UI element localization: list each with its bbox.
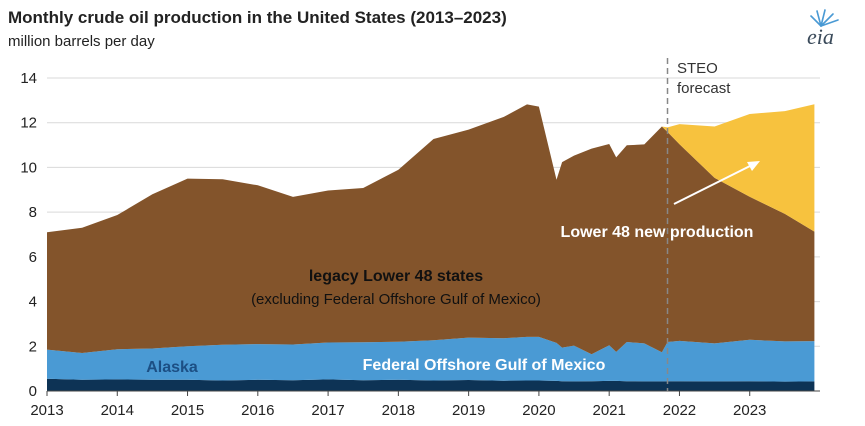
y-tick-label-0: 0 [29, 383, 37, 400]
x-tick-label-2015: 2015 [171, 402, 204, 419]
y-tick-label-12: 12 [20, 115, 37, 132]
x-tick-label-2021: 2021 [592, 402, 625, 419]
x-tick-label-2018: 2018 [382, 402, 415, 419]
x-tick-label-2017: 2017 [311, 402, 344, 419]
y-axis-unit-label: million barrels per day [8, 33, 155, 50]
chart-title: Monthly crude oil production in the Unit… [8, 8, 507, 27]
y-tick-label-14: 14 [20, 70, 37, 87]
annotation-gulf: Federal Offshore Gulf of Mexico [363, 357, 606, 374]
x-tick-label-2019: 2019 [452, 402, 485, 419]
eia-logo: eia [801, 6, 849, 49]
area-legacy-lower-48-states [47, 104, 815, 355]
stacked-areas [47, 104, 815, 391]
new-production-arrow-head [747, 161, 760, 171]
tick-labels: 0 2 4 6 8 10 12 14 2013 2014 2015 2016 2017 2018 2019 2… [20, 70, 766, 419]
annotation-legacy: legacy Lower 48 states [309, 268, 483, 285]
annotation-forecast: forecast [677, 80, 731, 97]
y-tick-label-4: 4 [29, 294, 37, 311]
x-tick-label-2016: 2016 [241, 402, 274, 419]
x-tick-label-2014: 2014 [101, 402, 134, 419]
x-tick-label-2023: 2023 [733, 402, 766, 419]
y-tick-label-8: 8 [29, 204, 37, 221]
annotation-legacy-sub: (excluding Federal Offshore Gulf of Mexi… [251, 291, 541, 308]
annotation-new-production: Lower 48 new production [561, 224, 754, 241]
eia-logo-rays-icon [810, 9, 839, 27]
area-alaska [47, 378, 815, 391]
area-federal-offshore-gulf-of-mexico [47, 336, 815, 382]
x-tick-label-2013: 2013 [30, 402, 63, 419]
y-tick-label-2: 2 [29, 338, 37, 355]
eia-logo-text: eia [807, 24, 834, 49]
new-production-arrow-line [673, 164, 753, 205]
annotation-alaska: Alaska [146, 359, 198, 376]
y-tick-label-6: 6 [29, 249, 37, 266]
y-tick-label-10: 10 [20, 159, 37, 176]
annotation-steo: STEO [677, 60, 718, 77]
x-tick-label-2020: 2020 [522, 402, 555, 419]
x-tick-label-2022: 2022 [663, 402, 696, 419]
